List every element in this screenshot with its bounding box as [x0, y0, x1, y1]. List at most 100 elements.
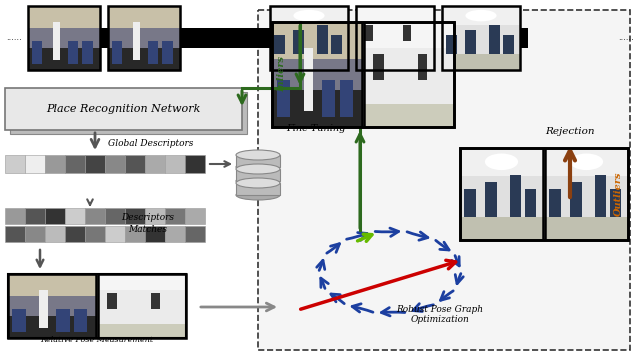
Bar [460, 148, 543, 240]
Bar [85, 155, 104, 173]
Bar [442, 6, 520, 70]
Bar [272, 22, 454, 127]
Bar [105, 226, 125, 242]
Bar [165, 208, 184, 224]
Bar [442, 54, 520, 70]
Bar [460, 217, 543, 240]
Bar [339, 80, 353, 117]
Bar [364, 25, 373, 41]
Bar [442, 6, 520, 25]
Bar [45, 226, 65, 242]
Bar [65, 208, 84, 224]
Bar [148, 41, 159, 64]
Bar [460, 148, 543, 240]
Bar [331, 35, 342, 54]
Ellipse shape [236, 190, 280, 200]
Bar [303, 48, 312, 111]
Bar [98, 274, 186, 338]
Bar [545, 148, 628, 240]
Bar [65, 226, 84, 242]
Text: ......: ...... [6, 33, 22, 42]
Bar [272, 59, 362, 90]
Text: ......: ...... [618, 33, 634, 42]
Bar [317, 24, 328, 54]
Bar [364, 22, 454, 127]
Bar [270, 6, 348, 70]
Ellipse shape [293, 10, 324, 21]
Text: Place Recognition Network: Place Recognition Network [46, 104, 200, 114]
Bar [356, 22, 434, 56]
Bar [418, 54, 427, 80]
Bar [236, 155, 280, 167]
Text: Inliers: Inliers [278, 56, 287, 92]
Bar [272, 22, 362, 127]
Bar [5, 226, 24, 242]
Bar [464, 189, 476, 217]
Bar [236, 169, 280, 181]
Bar [98, 274, 186, 338]
Bar [107, 293, 117, 309]
Bar [545, 217, 628, 240]
Bar [485, 182, 497, 217]
Bar [28, 48, 100, 70]
Bar [105, 155, 125, 173]
Bar [45, 155, 65, 173]
Ellipse shape [570, 153, 603, 170]
Bar [595, 175, 607, 217]
Bar [180, 28, 270, 48]
Bar [108, 6, 180, 28]
Ellipse shape [465, 10, 497, 21]
Bar [151, 293, 159, 309]
Bar [8, 274, 96, 296]
Bar [545, 148, 628, 176]
Bar [272, 90, 362, 127]
Bar [165, 226, 184, 242]
Bar [31, 41, 42, 64]
Bar [364, 22, 454, 48]
Bar [98, 324, 186, 338]
Bar [442, 25, 520, 54]
Bar [45, 208, 65, 224]
Bar [85, 208, 104, 224]
Text: Matches: Matches [129, 225, 168, 234]
Ellipse shape [236, 176, 280, 186]
Bar [272, 22, 362, 127]
Bar [510, 175, 522, 217]
Bar [549, 189, 561, 217]
Bar [364, 48, 454, 104]
Bar [236, 183, 280, 195]
Bar [434, 28, 442, 48]
Bar [465, 30, 476, 54]
Bar [98, 290, 186, 324]
Ellipse shape [236, 150, 280, 160]
FancyBboxPatch shape [10, 92, 247, 134]
Bar [274, 35, 285, 54]
Bar [56, 309, 70, 332]
Ellipse shape [236, 178, 280, 188]
Bar [446, 35, 457, 54]
Bar [442, 6, 520, 70]
Bar [460, 176, 543, 217]
Bar [364, 104, 454, 127]
Bar [133, 22, 140, 60]
Bar [25, 226, 45, 242]
Bar [28, 28, 100, 48]
Bar [100, 28, 108, 48]
Bar [356, 56, 434, 70]
Ellipse shape [236, 164, 280, 174]
Bar [356, 6, 434, 70]
Bar [185, 226, 205, 242]
Bar [74, 309, 87, 332]
Text: Relative Pose Measurement: Relative Pose Measurement [40, 336, 154, 344]
Bar [125, 208, 145, 224]
Bar [270, 25, 348, 54]
Bar [98, 274, 186, 290]
Text: Outliers: Outliers [614, 172, 623, 216]
Text: Descriptors: Descriptors [122, 213, 175, 222]
Bar [185, 208, 205, 224]
Bar [8, 274, 186, 338]
Bar [28, 6, 100, 70]
Bar [145, 155, 164, 173]
Bar [53, 22, 60, 60]
Bar [145, 208, 164, 224]
